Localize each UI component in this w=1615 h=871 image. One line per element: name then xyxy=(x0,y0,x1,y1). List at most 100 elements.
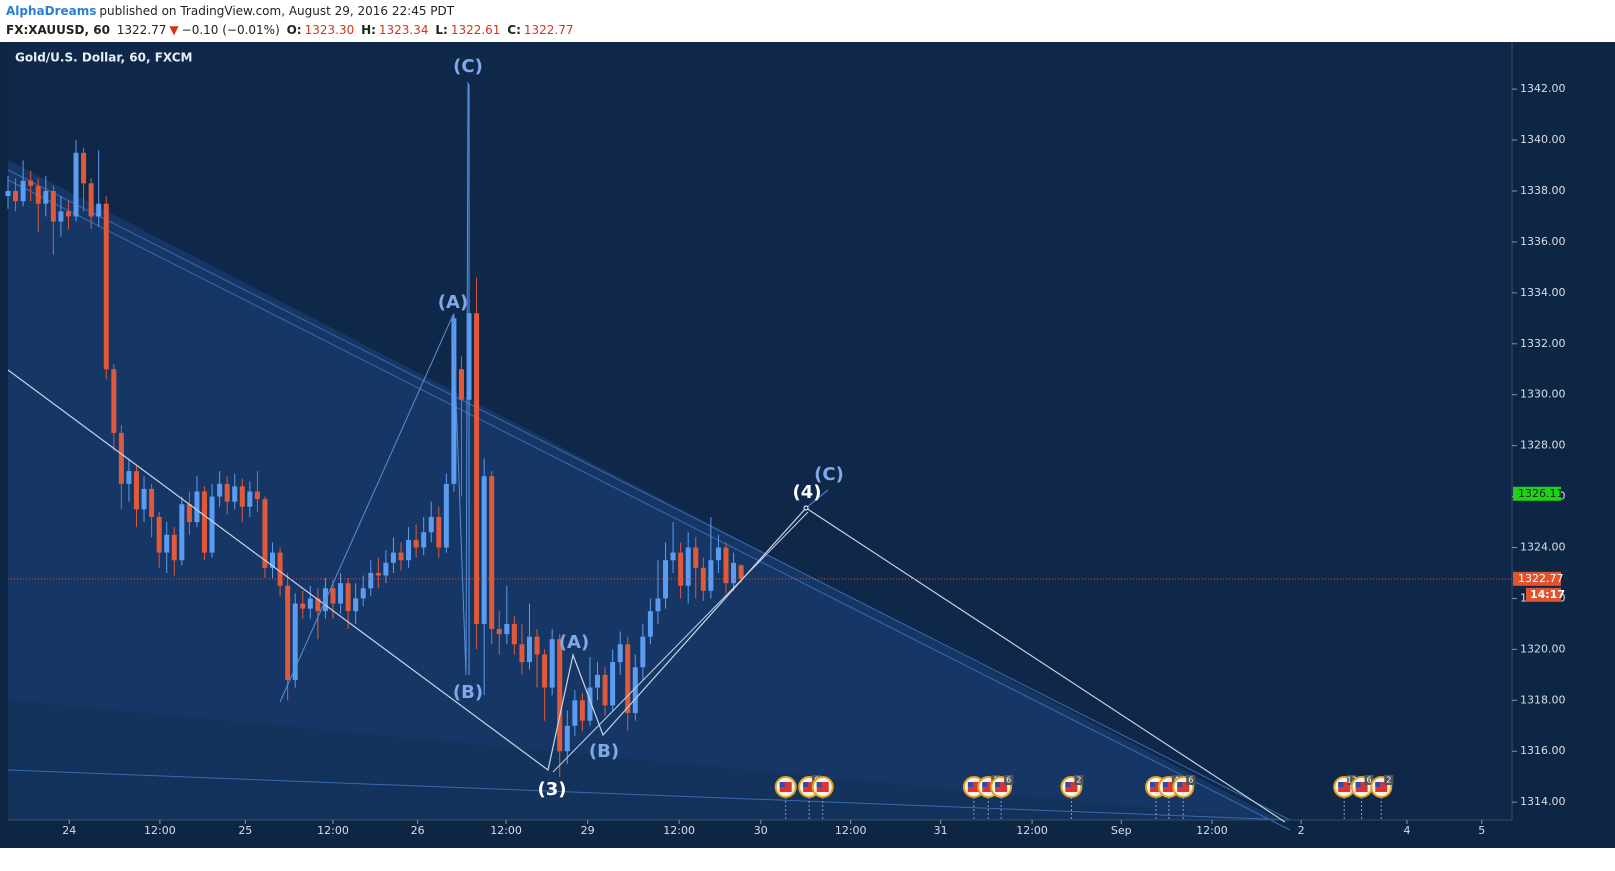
ohlc-key: O: xyxy=(286,23,302,37)
event-flag xyxy=(1375,782,1381,787)
candle-body xyxy=(186,504,192,523)
x-tick-label: 2 xyxy=(1298,824,1305,837)
candle-body xyxy=(511,623,517,645)
candle-body xyxy=(5,190,11,197)
candle-body xyxy=(164,534,170,553)
candle-body xyxy=(81,152,87,184)
event-flag xyxy=(967,782,980,792)
candle-body xyxy=(360,588,366,599)
wave-line xyxy=(805,489,829,509)
event-flag xyxy=(1355,782,1361,787)
wave-label: (4) xyxy=(793,482,822,503)
price-tag-label: 1322.77 xyxy=(1518,572,1564,585)
candle-body xyxy=(277,552,283,586)
candle-body xyxy=(239,486,245,507)
event-count: 6 xyxy=(1367,776,1372,785)
y-tick-label: 1332.00 xyxy=(1520,337,1566,350)
event-count: 12 xyxy=(1347,776,1357,785)
event-count-box xyxy=(1347,775,1357,785)
y-tick-label: 1334.00 xyxy=(1520,286,1566,299)
x-tick-label: 25 xyxy=(238,824,252,837)
event-count-box xyxy=(1384,775,1394,785)
candle-body xyxy=(232,486,238,502)
x-tick-label: 30 xyxy=(754,824,768,837)
candle-body xyxy=(549,639,555,688)
countdown: 14:17 xyxy=(1530,588,1565,601)
candle-body xyxy=(663,560,669,599)
candle-body xyxy=(292,603,298,680)
candle-body xyxy=(345,583,351,612)
event-flag xyxy=(1065,782,1071,787)
wave-label: (C) xyxy=(453,56,483,77)
header-line-1: AlphaDreams published on TradingView.com,… xyxy=(6,2,577,21)
change: −0.10 (−0.01%) xyxy=(181,23,280,37)
symbol: FX:XAUUSD, 60 xyxy=(6,23,110,37)
candle-body xyxy=(285,585,291,680)
candle-body xyxy=(579,700,585,721)
ohlc-value: 1322.61 xyxy=(450,23,501,37)
x-tick-label: 12:00 xyxy=(317,824,349,837)
wave-label: (B) xyxy=(589,741,619,762)
candle-body xyxy=(217,483,223,497)
candle-body xyxy=(685,547,691,586)
x-tick-label: 29 xyxy=(581,824,595,837)
candle-body xyxy=(111,369,117,433)
candle-body xyxy=(307,598,313,609)
arrow: ▼ xyxy=(169,23,179,37)
author[interactable]: AlphaDreams xyxy=(6,4,97,18)
candle-body xyxy=(126,471,132,484)
candle-body xyxy=(141,488,147,510)
price-tag xyxy=(1513,486,1561,501)
candle-body xyxy=(247,491,253,507)
candle-body xyxy=(700,567,706,591)
event-flag xyxy=(1150,782,1156,787)
candle-body xyxy=(655,598,661,612)
candle-body xyxy=(103,203,109,370)
candle-body xyxy=(413,539,419,548)
event-flag xyxy=(816,782,829,792)
y-tick-label: 1328.00 xyxy=(1520,439,1566,452)
channel-line xyxy=(7,169,1291,821)
last: 1322.77 xyxy=(116,23,167,37)
candles xyxy=(5,84,744,777)
event-count-box xyxy=(1074,775,1084,785)
channel-line xyxy=(7,179,1291,831)
candle-body xyxy=(133,471,139,510)
candle-body xyxy=(693,547,699,568)
y-tick-label: 1336.00 xyxy=(1520,235,1566,248)
channel-fill xyxy=(8,700,1280,820)
wave-line xyxy=(279,81,469,703)
candle-body xyxy=(73,152,79,217)
event-count: 2 xyxy=(1386,776,1391,785)
published: published on TradingView.com, August 29,… xyxy=(99,4,455,18)
candle-body xyxy=(43,190,49,204)
candle-body xyxy=(564,725,570,752)
wave-label: (A) xyxy=(559,632,589,653)
event-flag xyxy=(995,782,1008,792)
candle-body xyxy=(723,547,729,584)
candle-body xyxy=(625,644,631,714)
ohlc-key: L: xyxy=(435,23,448,37)
candle-body xyxy=(179,504,185,561)
ohlc-key: C: xyxy=(507,23,521,37)
x-tick-label: 12:00 xyxy=(144,824,176,837)
ohlc-value: 1323.34 xyxy=(378,23,429,37)
event-flag xyxy=(982,782,988,787)
candle-body xyxy=(496,629,502,635)
candle-body xyxy=(738,565,744,579)
chart-title: Gold/U.S. Dollar, 60, FXCM xyxy=(15,51,193,65)
candle-body xyxy=(270,552,276,568)
event-flag xyxy=(995,782,1001,787)
candle-body xyxy=(383,562,389,576)
candle-body xyxy=(118,432,124,484)
candle-body xyxy=(262,499,268,568)
event-flag xyxy=(1065,782,1078,792)
candle-body xyxy=(632,667,638,714)
candle-body xyxy=(572,700,578,726)
candle-body xyxy=(28,180,34,186)
x-tick-label: 12:00 xyxy=(835,824,867,837)
x-tick-label: 12:00 xyxy=(1196,824,1228,837)
event-flag xyxy=(1162,782,1175,792)
y-tick-label: 1338.00 xyxy=(1520,184,1566,197)
y-tick-label: 1340.00 xyxy=(1520,133,1566,146)
